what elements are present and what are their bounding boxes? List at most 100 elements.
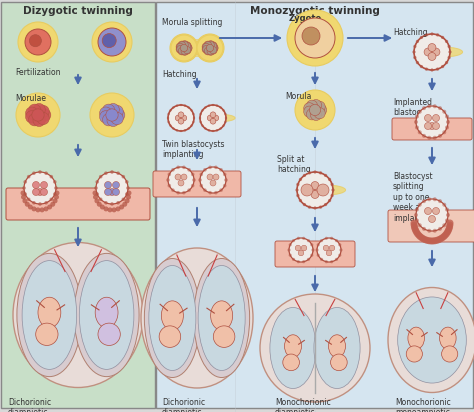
Circle shape	[422, 106, 426, 110]
Circle shape	[330, 354, 347, 371]
Circle shape	[112, 182, 119, 189]
Circle shape	[176, 45, 184, 53]
Circle shape	[206, 44, 214, 52]
Ellipse shape	[141, 248, 253, 388]
Circle shape	[314, 101, 325, 112]
Circle shape	[182, 166, 186, 169]
Circle shape	[430, 33, 434, 35]
FancyBboxPatch shape	[388, 210, 474, 242]
Circle shape	[338, 243, 341, 246]
Text: Monochorionic
monoamniotic: Monochorionic monoamniotic	[395, 398, 451, 412]
Circle shape	[413, 229, 420, 236]
Circle shape	[94, 186, 98, 190]
Circle shape	[199, 117, 201, 119]
Circle shape	[102, 114, 115, 126]
Circle shape	[299, 178, 302, 181]
Circle shape	[339, 248, 343, 252]
Circle shape	[295, 245, 301, 251]
Circle shape	[28, 104, 41, 117]
Circle shape	[184, 105, 186, 107]
Circle shape	[447, 45, 451, 48]
Circle shape	[54, 194, 59, 199]
Circle shape	[210, 42, 217, 50]
Circle shape	[25, 29, 51, 55]
Circle shape	[295, 18, 335, 58]
Circle shape	[122, 202, 127, 207]
Circle shape	[331, 188, 335, 192]
Circle shape	[411, 223, 418, 230]
Circle shape	[98, 28, 126, 56]
Circle shape	[432, 115, 439, 122]
Circle shape	[224, 113, 227, 115]
Circle shape	[330, 237, 333, 240]
Circle shape	[445, 40, 448, 43]
Circle shape	[172, 106, 174, 109]
Circle shape	[308, 171, 311, 175]
Circle shape	[119, 204, 124, 209]
Circle shape	[297, 172, 333, 208]
Circle shape	[167, 173, 171, 176]
Circle shape	[37, 105, 49, 118]
Circle shape	[287, 10, 343, 66]
Circle shape	[413, 45, 417, 48]
Circle shape	[53, 192, 56, 196]
FancyBboxPatch shape	[6, 188, 150, 220]
Circle shape	[176, 191, 180, 194]
Circle shape	[178, 118, 184, 124]
Circle shape	[171, 168, 175, 172]
Circle shape	[168, 167, 194, 193]
Circle shape	[27, 197, 30, 201]
Ellipse shape	[149, 265, 196, 370]
Circle shape	[308, 206, 311, 209]
Circle shape	[295, 90, 335, 130]
Circle shape	[214, 166, 218, 169]
Circle shape	[99, 197, 102, 201]
Text: Hatching: Hatching	[393, 28, 428, 37]
Text: Morula: Morula	[285, 92, 311, 101]
Circle shape	[219, 168, 223, 172]
Circle shape	[191, 184, 194, 187]
Circle shape	[298, 250, 304, 256]
Circle shape	[167, 184, 171, 187]
Circle shape	[427, 104, 431, 108]
Circle shape	[107, 114, 119, 126]
Circle shape	[116, 206, 120, 211]
Circle shape	[311, 182, 319, 190]
Circle shape	[208, 129, 210, 131]
Circle shape	[38, 202, 42, 206]
Circle shape	[425, 33, 428, 37]
Circle shape	[418, 130, 422, 134]
Circle shape	[429, 237, 437, 244]
Circle shape	[180, 104, 182, 106]
Circle shape	[25, 202, 30, 207]
Circle shape	[445, 208, 449, 211]
Circle shape	[420, 36, 423, 39]
Circle shape	[126, 186, 130, 190]
Circle shape	[422, 236, 429, 243]
Circle shape	[420, 65, 423, 68]
Circle shape	[180, 130, 182, 132]
Ellipse shape	[328, 335, 346, 358]
Circle shape	[38, 170, 42, 174]
Ellipse shape	[306, 185, 346, 195]
Circle shape	[210, 47, 217, 54]
Circle shape	[428, 44, 436, 52]
Circle shape	[197, 35, 223, 61]
Circle shape	[104, 171, 108, 175]
Circle shape	[100, 111, 112, 123]
Circle shape	[438, 234, 446, 241]
Circle shape	[302, 260, 305, 263]
Ellipse shape	[423, 47, 463, 57]
Circle shape	[324, 203, 327, 206]
Circle shape	[22, 199, 27, 204]
Ellipse shape	[408, 327, 424, 349]
Ellipse shape	[388, 288, 474, 393]
Circle shape	[432, 208, 439, 215]
Circle shape	[210, 118, 216, 124]
Circle shape	[127, 190, 131, 196]
Circle shape	[216, 105, 218, 107]
Circle shape	[324, 174, 327, 177]
Circle shape	[102, 34, 116, 48]
Circle shape	[317, 184, 329, 196]
Circle shape	[159, 326, 181, 347]
